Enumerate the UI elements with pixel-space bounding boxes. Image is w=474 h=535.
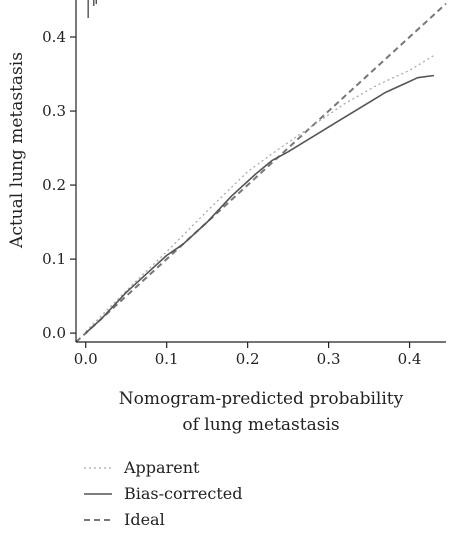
legend-label-bias-corrected: Bias-corrected bbox=[124, 484, 243, 503]
x-tick-label: 0.0 bbox=[74, 350, 98, 368]
y-tick-label: 0.4 bbox=[42, 28, 66, 46]
axes: 0.0 0.1 0.2 0.3 0.4 0.0 0.1 0.2 0.3 0.4 bbox=[42, 0, 446, 368]
legend-label-ideal: Ideal bbox=[124, 510, 165, 529]
y-tick-label: 0.3 bbox=[42, 102, 66, 120]
x-tick-label: 0.1 bbox=[155, 350, 179, 368]
y-tick-label: 0.1 bbox=[42, 250, 66, 268]
x-tick-label: 0.3 bbox=[317, 350, 341, 368]
y-axis-label: Actual lung metastasis bbox=[7, 52, 27, 249]
legend: Apparent Bias-corrected Ideal bbox=[84, 458, 243, 529]
x-axis-label-line: of lung metastasis bbox=[182, 415, 339, 435]
y-tick-label: 0.0 bbox=[42, 324, 66, 342]
x-tick-label: 0.4 bbox=[398, 350, 422, 368]
y-tick-label: 0.2 bbox=[42, 176, 66, 194]
x-axis-label-line: Nomogram-predicted probability bbox=[119, 389, 404, 409]
series-line-apparent bbox=[85, 54, 435, 333]
x-tick-label: 0.2 bbox=[236, 350, 260, 368]
axis-labels: Nomogram-predicted probability of lung me… bbox=[7, 52, 404, 435]
series-line-bias-corrected bbox=[85, 74, 435, 334]
legend-label-apparent: Apparent bbox=[123, 458, 200, 477]
plot-area bbox=[75, 0, 447, 343]
series-line-ideal bbox=[75, 2, 447, 343]
